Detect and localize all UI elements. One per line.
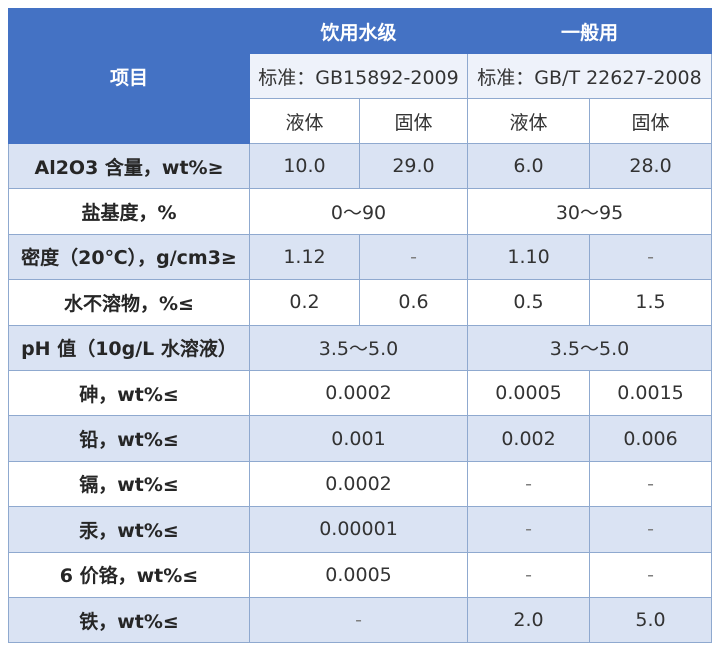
cell-general-solid: 5.0 (589, 596, 713, 644)
header-drinking-liquid: 液体 (249, 98, 360, 144)
spec-table-container: 项目 饮用水级 一般用 标准：GB15892-2009 标准：GB/T 2262… (8, 8, 713, 644)
cell-general-solid: - (589, 506, 713, 553)
row-label: 盐基度，% (8, 188, 250, 235)
cell-drinking-merged: 0～90 (248, 188, 469, 235)
cell-general-solid: 0.006 (589, 415, 713, 462)
row-label: pH 值（10g/L 水溶液） (8, 324, 250, 371)
table-row-lead: 铅，wt%≤ 0.001 0.002 0.006 (8, 415, 713, 462)
cell-general-liquid: 0.002 (467, 415, 591, 462)
row-label: 铁，wt%≤ (8, 596, 250, 644)
table-row-insoluble: 水不溶物，%≤ 0.2 0.6 0.5 1.5 (8, 279, 713, 326)
cell-general-liquid: 1.10 (467, 233, 591, 281)
cell-drinking-liquid: 0.2 (249, 279, 360, 326)
row-label: 水不溶物，%≤ (8, 279, 250, 326)
cell-drinking-merged: 3.5～5.0 (248, 324, 469, 371)
cell-general-liquid: 0.0005 (467, 369, 591, 417)
cell-general-solid: - (589, 233, 713, 281)
table-row-iron: 铁，wt%≤ - 2.0 5.0 (8, 596, 713, 644)
cell-drinking-merged: 0.00001 (248, 506, 469, 553)
cell-drinking-liquid: 10.0 (249, 142, 360, 190)
header-group-general: 一般用 (467, 8, 713, 54)
cell-general-merged: 30～95 (467, 188, 713, 235)
row-label: Al2O3 含量，wt%≥ (8, 142, 250, 190)
cell-general-liquid: 0.5 (467, 279, 591, 326)
row-label: 铅，wt%≤ (8, 415, 250, 462)
cell-general-liquid: - (467, 460, 591, 508)
cell-drinking-liquid: 1.12 (249, 233, 360, 281)
cell-drinking-merged: 0.0002 (248, 460, 469, 508)
row-label: 汞，wt%≤ (8, 506, 250, 553)
cell-general-solid: 28.0 (589, 142, 713, 190)
table-row-arsenic: 砷，wt%≤ 0.0002 0.0005 0.0015 (8, 369, 713, 417)
spec-table: 项目 饮用水级 一般用 标准：GB15892-2009 标准：GB/T 2262… (8, 8, 713, 644)
cell-general-liquid: - (467, 506, 591, 553)
cell-drinking-solid: 29.0 (358, 142, 469, 190)
cell-drinking-merged: 0.0002 (248, 369, 469, 417)
header-drinking-solid: 固体 (358, 98, 469, 144)
table-row-density: 密度（20℃），g/cm3≥ 1.12 - 1.10 - (8, 233, 713, 281)
header-general-solid: 固体 (589, 98, 713, 144)
table-row-mercury: 汞，wt%≤ 0.00001 - - (8, 506, 713, 553)
cell-general-solid: - (589, 460, 713, 508)
cell-general-liquid: - (467, 551, 591, 598)
header-item: 项目 (8, 8, 250, 144)
header-standard-drinking: 标准：GB15892-2009 (248, 53, 469, 99)
header-group-drinking: 饮用水级 (248, 8, 469, 54)
cell-general-solid: 1.5 (589, 279, 713, 326)
cell-drinking-solid: 0.6 (358, 279, 469, 326)
cell-general-merged: 3.5～5.0 (467, 324, 713, 371)
cell-general-liquid: 2.0 (467, 596, 591, 644)
cell-general-solid: 0.0015 (589, 369, 713, 417)
header-row-forms: 液体 固体 液体 固体 (9, 98, 713, 144)
row-label: 6 价铬，wt%≤ (8, 551, 250, 598)
row-label: 密度（20℃），g/cm3≥ (8, 233, 250, 281)
table-row-cadmium: 镉，wt%≤ 0.0002 - - (8, 460, 713, 508)
cell-drinking-solid: - (358, 233, 469, 281)
row-label: 镉，wt%≤ (8, 460, 250, 508)
cell-drinking-merged: 0.001 (248, 415, 469, 462)
header-row-standards: 标准：GB15892-2009 标准：GB/T 22627-2008 (9, 53, 713, 99)
header-standard-general: 标准：GB/T 22627-2008 (467, 53, 713, 99)
table-row-chromium: 6 价铬，wt%≤ 0.0005 - - (8, 551, 713, 598)
cell-drinking-merged: 0.0005 (248, 551, 469, 598)
cell-drinking-merged: - (248, 596, 469, 644)
row-label: 砷，wt%≤ (8, 369, 250, 417)
header-general-liquid: 液体 (467, 98, 591, 144)
table-row-al2o3: Al2O3 含量，wt%≥ 10.0 29.0 6.0 28.0 (8, 142, 713, 190)
cell-general-solid: - (589, 551, 713, 598)
header-row-groups: 项目 饮用水级 一般用 (8, 8, 713, 144)
table-row-basicity: 盐基度，% 0～90 30～95 (8, 188, 713, 235)
cell-general-liquid: 6.0 (467, 142, 591, 190)
table-row-ph: pH 值（10g/L 水溶液） 3.5～5.0 3.5～5.0 (8, 324, 713, 371)
